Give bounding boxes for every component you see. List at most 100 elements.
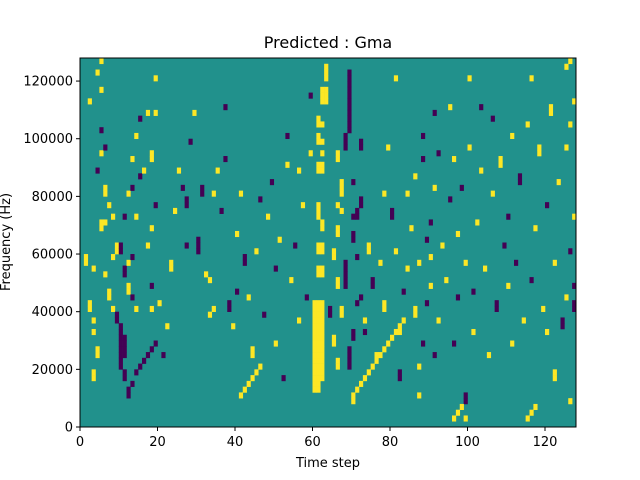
heatmap-cell <box>316 132 321 140</box>
heatmap-cell <box>130 380 135 387</box>
heatmap-cell <box>351 179 356 186</box>
heatmap-cell <box>114 242 120 249</box>
heatmap-cell <box>467 75 472 82</box>
heatmap-cell <box>320 363 325 370</box>
heatmap-cell <box>111 254 116 261</box>
heatmap-cell <box>529 409 534 416</box>
heatmap-cell <box>362 375 368 382</box>
heatmap-cell <box>494 305 499 312</box>
heatmap-cell <box>207 277 213 284</box>
heatmap-cell <box>103 190 108 197</box>
heatmap-cell <box>297 317 302 324</box>
heatmap-cell <box>312 380 317 387</box>
y-tick-label: 80000 <box>32 190 73 205</box>
heatmap-cell <box>316 265 321 272</box>
heatmap-cell <box>157 300 162 307</box>
heatmap-cell <box>467 144 472 151</box>
heatmap-cell <box>250 352 255 359</box>
heatmap-cell <box>130 184 135 191</box>
heatmap-cell <box>343 282 348 289</box>
y-tick-label: 0 <box>65 421 73 436</box>
heatmap-cell <box>184 196 189 203</box>
heatmap-cell <box>83 254 89 261</box>
heatmap-cell <box>525 415 530 422</box>
heatmap-cell <box>525 121 530 128</box>
heatmap-cell <box>320 375 325 382</box>
heatmap-cell <box>568 121 573 128</box>
heatmap-cell <box>87 305 92 312</box>
heatmap-cell <box>118 340 123 347</box>
heatmap-cell <box>134 305 139 312</box>
heatmap-cell <box>486 352 492 359</box>
heatmap-cell <box>142 357 147 364</box>
heatmap-cell <box>471 328 476 336</box>
heatmap-cell <box>436 150 441 157</box>
heatmap-cell <box>118 352 123 359</box>
heatmap-cell <box>362 328 368 336</box>
heatmap-cell <box>335 282 340 289</box>
heatmap-cell <box>335 156 340 163</box>
heatmap-cell <box>347 127 352 134</box>
heatmap-cell <box>452 340 457 347</box>
heatmap-cell <box>351 398 356 405</box>
heatmap-cell <box>91 317 96 324</box>
heatmap-cell <box>126 259 131 266</box>
heatmap-cell <box>277 236 282 243</box>
chart-title: Predicted : Gma <box>264 33 392 52</box>
heatmap-cell <box>145 242 151 249</box>
heatmap-cell <box>417 392 422 399</box>
heatmap-cell <box>382 305 387 312</box>
heatmap-cell <box>300 202 306 209</box>
heatmap-cell <box>413 311 418 318</box>
heatmap-cell <box>359 202 364 209</box>
heatmap-cell <box>316 207 321 214</box>
heatmap-cell <box>316 115 321 122</box>
heatmap-cell <box>378 352 383 359</box>
heatmap-cell <box>312 317 317 324</box>
heatmap-cell <box>285 132 290 140</box>
heatmap-cell <box>405 265 410 272</box>
heatmap-cell <box>215 167 220 174</box>
heatmap-cell <box>316 121 321 128</box>
heatmap-cell <box>235 288 240 295</box>
heatmap-cell <box>285 161 290 168</box>
heatmap-cell <box>320 334 325 341</box>
heatmap-cell <box>339 207 344 214</box>
heatmap-cell <box>351 230 356 238</box>
heatmap-cell <box>448 196 453 203</box>
heatmap-cell <box>351 213 356 220</box>
x-tick-label: 40 <box>227 435 244 450</box>
heatmap-cell <box>122 369 127 376</box>
heatmap-cell <box>235 230 240 238</box>
heatmap-cell <box>347 75 352 82</box>
heatmap-cell <box>273 265 278 272</box>
heatmap-cell <box>176 167 182 174</box>
heatmap-cell <box>250 375 255 382</box>
heatmap-cell <box>510 340 515 347</box>
heatmap-cell <box>114 311 120 318</box>
heatmap-cell <box>180 184 185 191</box>
heatmap-cell <box>95 346 100 353</box>
heatmap-cell <box>320 121 325 128</box>
heatmap-cell <box>227 300 232 307</box>
heatmap-cell <box>316 300 321 307</box>
heatmap-cell <box>316 161 321 168</box>
heatmap-cell <box>320 242 325 249</box>
heatmap-cell <box>351 392 356 399</box>
heatmap-cell <box>312 311 317 318</box>
heatmap-cell <box>99 58 104 65</box>
heatmap-cell <box>347 69 352 76</box>
heatmap-cell <box>246 294 251 301</box>
x-tick-label: 0 <box>76 435 84 450</box>
heatmap-cell <box>393 248 399 255</box>
heatmap-cell <box>572 282 577 289</box>
heatmap-cell <box>397 369 402 376</box>
heatmap-cell <box>312 369 317 376</box>
heatmap-cell <box>138 363 143 370</box>
heatmap-cell <box>324 86 329 93</box>
heatmap-cell <box>320 98 325 105</box>
heatmap-cell <box>455 230 461 238</box>
heatmap-cell <box>328 311 333 318</box>
x-tick-label: 80 <box>382 435 399 450</box>
heatmap-cell <box>250 346 255 353</box>
